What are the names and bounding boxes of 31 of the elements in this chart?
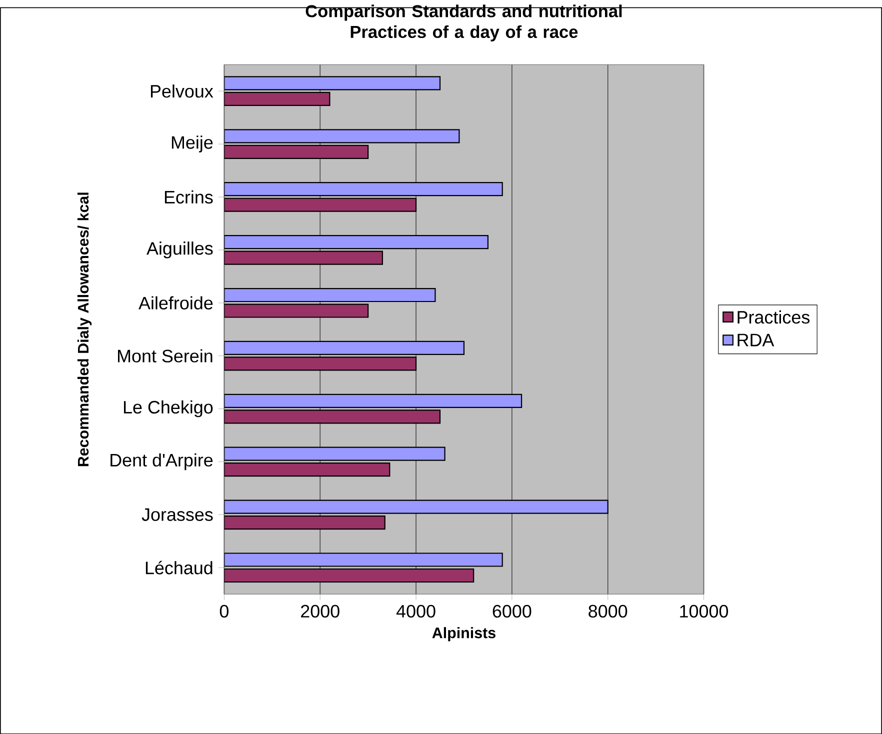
- bar: [224, 234, 489, 249]
- y-tick-label: Léchaud: [146, 560, 212, 574]
- y-tick-label: Dent d'Arpire: [110, 453, 213, 470]
- bar: [224, 394, 522, 408]
- y-tick-label: Meije: [172, 135, 213, 152]
- y-tick-label: Ecrins: [164, 190, 213, 204]
- x-tick-label: 0: [220, 604, 229, 618]
- y-tick-label: Le Chekigo: [124, 400, 213, 417]
- x-tick-label: 2000: [301, 604, 340, 618]
- bar: [224, 144, 369, 159]
- bar: [224, 340, 465, 355]
- x-tick-label: 8000: [588, 604, 628, 618]
- bar: [224, 198, 417, 212]
- x-tick-label: 4000: [396, 604, 436, 618]
- bar: [224, 446, 446, 461]
- x-axis-title: Alpinists: [432, 626, 496, 642]
- y-tick-label: Jorasses: [142, 508, 213, 521]
- legend-label: Practices: [738, 310, 810, 324]
- y-tick-label: Mont Serein: [118, 349, 212, 362]
- bar: [224, 128, 460, 144]
- y-tick-label: Aiguilles: [146, 241, 213, 258]
- x-tick-label: 6000: [492, 604, 532, 618]
- y-tick-label: Ailefroide: [138, 296, 213, 310]
- x-tick-label: 10000: [680, 604, 728, 618]
- bar: [224, 288, 436, 302]
- y-axis-title: Recommanded Dialy Allowances/ kcal: [77, 192, 92, 466]
- bar: [224, 250, 384, 265]
- bar: [224, 182, 503, 196]
- y-tick-label: Pelvoux: [150, 84, 214, 98]
- chart-title: Comparison Standards and nutritional Practices of a day of a race: [306, 4, 622, 42]
- legend-label: RDA: [738, 334, 774, 346]
